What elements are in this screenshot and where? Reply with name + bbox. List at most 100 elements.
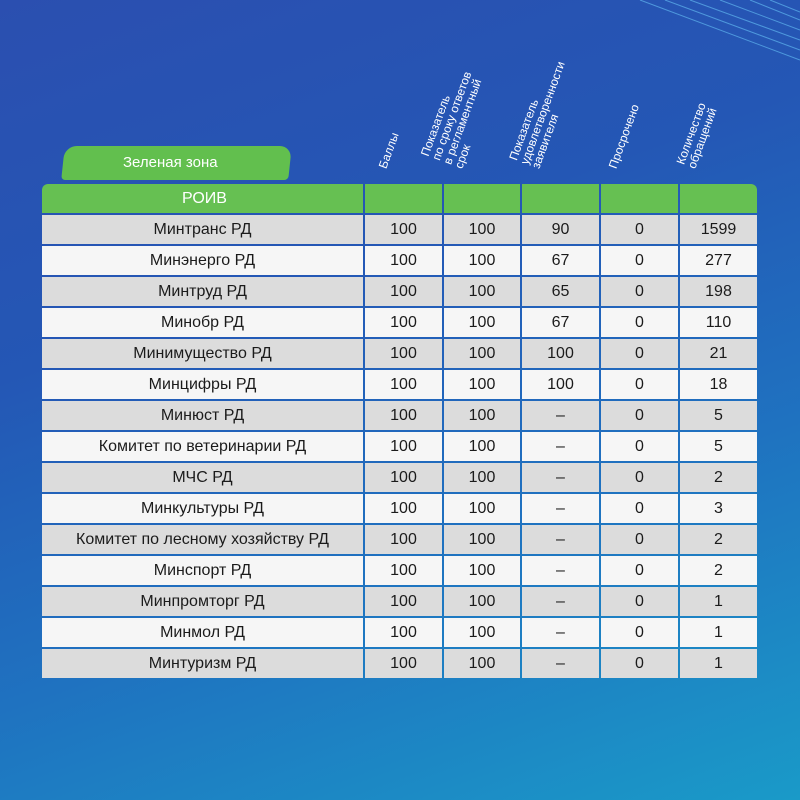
row-name: Минимущество РД bbox=[42, 339, 363, 368]
group-header: РОИВ bbox=[42, 184, 363, 213]
row-value: 1599 bbox=[680, 215, 757, 244]
row-value: – bbox=[522, 618, 599, 647]
row-value: 0 bbox=[601, 308, 678, 337]
row-value: 0 bbox=[601, 649, 678, 678]
row-value: 277 bbox=[680, 246, 757, 275]
row-value: – bbox=[522, 556, 599, 585]
row-value: 100 bbox=[444, 649, 520, 678]
column-header-1: Баллы bbox=[375, 130, 402, 171]
row-value: 100 bbox=[522, 339, 599, 368]
row-value: 100 bbox=[365, 401, 442, 430]
row-value: 100 bbox=[444, 618, 520, 647]
row-value: 0 bbox=[601, 556, 678, 585]
row-value: 100 bbox=[365, 432, 442, 461]
group-header-cell bbox=[365, 184, 442, 213]
row-value: 100 bbox=[365, 556, 442, 585]
row-value: 1 bbox=[680, 618, 757, 647]
row-value: 3 bbox=[680, 494, 757, 523]
row-name: Комитет по ветеринарии РД bbox=[42, 432, 363, 461]
row-name: Минюст РД bbox=[42, 401, 363, 430]
row-value: 100 bbox=[444, 370, 520, 399]
row-value: – bbox=[522, 494, 599, 523]
row-value: 0 bbox=[601, 587, 678, 616]
row-value: – bbox=[522, 649, 599, 678]
row-value: 100 bbox=[444, 432, 520, 461]
row-value: 100 bbox=[365, 215, 442, 244]
row-value: 5 bbox=[680, 432, 757, 461]
row-value: – bbox=[522, 525, 599, 554]
group-header-cell bbox=[522, 184, 599, 213]
row-value: 100 bbox=[444, 246, 520, 275]
row-value: 100 bbox=[365, 649, 442, 678]
row-name: Минмол РД bbox=[42, 618, 363, 647]
row-value: 110 bbox=[680, 308, 757, 337]
row-value: 100 bbox=[444, 494, 520, 523]
row-name: Минцифры РД bbox=[42, 370, 363, 399]
row-value: 18 bbox=[680, 370, 757, 399]
row-name: МЧС РД bbox=[42, 463, 363, 492]
row-value: 2 bbox=[680, 525, 757, 554]
row-value: 5 bbox=[680, 401, 757, 430]
column-header-4: Просрочено bbox=[605, 102, 642, 171]
row-name: Минтруд РД bbox=[42, 277, 363, 306]
column-header-2: Показатель по сроку ответов в регламентн… bbox=[417, 69, 485, 171]
row-value: 100 bbox=[365, 277, 442, 306]
row-value: 100 bbox=[365, 370, 442, 399]
row-value: 0 bbox=[601, 401, 678, 430]
row-value: – bbox=[522, 463, 599, 492]
row-name: Комитет по лесному хозяйству РД bbox=[42, 525, 363, 554]
row-value: 100 bbox=[444, 525, 520, 554]
row-value: 100 bbox=[365, 246, 442, 275]
row-value: 100 bbox=[365, 618, 442, 647]
row-value: 100 bbox=[444, 308, 520, 337]
row-value: 0 bbox=[601, 618, 678, 647]
row-value: 100 bbox=[365, 339, 442, 368]
row-value: 100 bbox=[444, 401, 520, 430]
row-value: 100 bbox=[365, 494, 442, 523]
column-header-3: Показатель удовлетворенности заявителя bbox=[506, 59, 568, 171]
group-header-cell bbox=[444, 184, 520, 213]
row-value: 21 bbox=[680, 339, 757, 368]
row-value: 100 bbox=[365, 463, 442, 492]
row-value: 65 bbox=[522, 277, 599, 306]
row-name: Минтуризм РД bbox=[42, 649, 363, 678]
row-name: Минтранс РД bbox=[42, 215, 363, 244]
row-value: 0 bbox=[601, 370, 678, 399]
row-value: 0 bbox=[601, 525, 678, 554]
row-value: 2 bbox=[680, 463, 757, 492]
row-value: 0 bbox=[601, 215, 678, 244]
row-name: Минпромторг РД bbox=[42, 587, 363, 616]
row-name: Минобр РД bbox=[42, 308, 363, 337]
row-value: 100 bbox=[365, 525, 442, 554]
row-value: 2 bbox=[680, 556, 757, 585]
row-value: 100 bbox=[444, 277, 520, 306]
row-name: Минспорт РД bbox=[42, 556, 363, 585]
row-value: 90 bbox=[522, 215, 599, 244]
row-value: 0 bbox=[601, 432, 678, 461]
row-value: 100 bbox=[444, 556, 520, 585]
row-value: 1 bbox=[680, 587, 757, 616]
row-value: 198 bbox=[680, 277, 757, 306]
row-value: 100 bbox=[444, 215, 520, 244]
column-headers: Баллы Показатель по сроку ответов в регла… bbox=[0, 0, 800, 185]
row-value: 67 bbox=[522, 308, 599, 337]
row-value: 1 bbox=[680, 649, 757, 678]
results-table: РОИВ Минтранс РД 100 100 90 0 1599 Минэнерго РД… bbox=[42, 184, 757, 680]
column-header-5: Количество обращений bbox=[673, 100, 720, 171]
group-header-cell bbox=[601, 184, 678, 213]
row-value: 0 bbox=[601, 463, 678, 492]
row-value: 100 bbox=[365, 587, 442, 616]
row-value: – bbox=[522, 401, 599, 430]
row-value: – bbox=[522, 432, 599, 461]
row-value: 67 bbox=[522, 246, 599, 275]
row-value: 100 bbox=[444, 463, 520, 492]
row-name: Минкультуры РД bbox=[42, 494, 363, 523]
row-value: 0 bbox=[601, 339, 678, 368]
row-name: Минэнерго РД bbox=[42, 246, 363, 275]
row-value: 0 bbox=[601, 494, 678, 523]
row-value: 100 bbox=[444, 587, 520, 616]
row-value: – bbox=[522, 587, 599, 616]
row-value: 100 bbox=[444, 339, 520, 368]
group-header-cell bbox=[680, 184, 757, 213]
row-value: 100 bbox=[522, 370, 599, 399]
